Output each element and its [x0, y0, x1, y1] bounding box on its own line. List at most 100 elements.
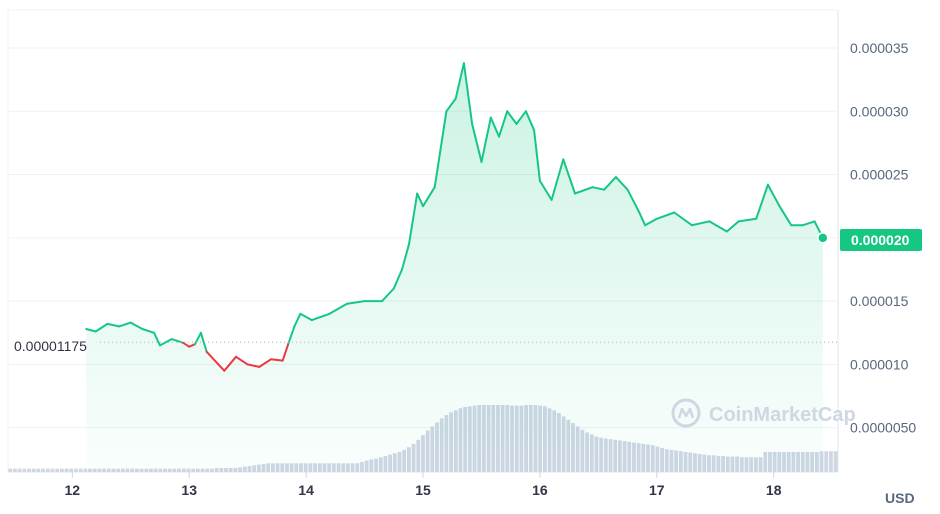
x-tick-label: 13 — [181, 482, 197, 498]
price-line-segment — [85, 328, 97, 333]
volume-bar — [74, 468, 78, 472]
reference-price-label: 0.00001175 — [14, 338, 87, 354]
price-line-segment — [416, 192, 424, 208]
price-line-segment — [153, 331, 161, 347]
price-line-segment — [199, 331, 208, 353]
price-line-segment — [515, 110, 527, 125]
x-tick-label: 18 — [766, 482, 782, 498]
price-line-segment — [310, 312, 331, 322]
price-line-segment — [188, 343, 196, 348]
volume-bar — [27, 468, 31, 472]
volume-bar — [824, 451, 829, 472]
price-line-segment — [462, 62, 474, 125]
price-line-segment — [281, 341, 290, 362]
volume-bar — [55, 468, 60, 472]
price-line-segment — [205, 350, 220, 366]
price-line-segment — [129, 321, 144, 330]
price-line-segment — [118, 321, 132, 328]
volume-bar — [50, 468, 55, 472]
price-line-segment — [801, 220, 816, 227]
volume-bar — [13, 468, 17, 472]
price-line-segment — [562, 158, 576, 195]
price-line-segment — [489, 116, 500, 138]
price-line-segment — [94, 322, 109, 333]
price-line-segment — [471, 122, 483, 163]
price-line-segment — [574, 186, 594, 195]
price-line-segment — [182, 341, 191, 348]
price-line-segment — [538, 179, 553, 201]
volume-bar — [45, 468, 50, 472]
price-line-segment — [217, 363, 226, 372]
price-line-segment — [445, 97, 457, 113]
volume-bar — [69, 468, 74, 472]
price-line-segment — [270, 358, 284, 362]
volume-bar — [829, 451, 833, 472]
price-line-segment — [159, 338, 173, 347]
y-tick-label: 0.000010 — [850, 356, 909, 372]
price-line-segment — [690, 220, 711, 227]
price-line-segment — [392, 268, 403, 290]
price-line-segment — [170, 338, 185, 344]
y-axis-ticks: 0.0000050 0.000010 0.000015 0.000020 0.00002… — [850, 40, 916, 436]
price-area-fill — [86, 63, 823, 472]
volume-bar — [833, 451, 838, 472]
price-line-segment — [626, 188, 641, 214]
price-line-segment — [223, 355, 237, 372]
price-line-segment — [346, 300, 366, 305]
y-tick-label: 0.000035 — [850, 40, 909, 56]
x-tick-label: 17 — [649, 482, 665, 498]
price-line-segment — [328, 302, 348, 315]
price-line-segment — [381, 287, 395, 303]
price-line-segment — [498, 110, 509, 138]
y-tick-label: 0.000025 — [850, 167, 909, 183]
price-line-segment — [603, 176, 617, 191]
price-line-segment — [235, 355, 249, 366]
y-tick-label: 0.0000050 — [850, 420, 916, 436]
volume-bar — [17, 468, 22, 472]
price-line-segment — [287, 325, 296, 344]
y-tick-label: 0.000030 — [850, 103, 909, 119]
price-line-segment — [755, 183, 769, 220]
watermark-text: CoinMarketCap — [709, 404, 856, 426]
volume-bar — [41, 468, 46, 472]
price-line-segment — [258, 358, 272, 368]
price-line-segment — [591, 186, 606, 191]
price-line-segment — [550, 158, 565, 201]
current-price-badge: 0.000020 — [840, 229, 922, 251]
price-line-segment — [408, 192, 419, 246]
price-line-segment — [766, 183, 781, 208]
volume-bar — [31, 468, 36, 472]
price-line-segment — [454, 62, 465, 100]
price-line-segment — [725, 220, 740, 233]
volume-bar — [22, 468, 27, 472]
price-line-segment — [644, 217, 658, 227]
y-tick-label: 0.000015 — [850, 293, 909, 309]
price-line-segment — [246, 363, 261, 368]
price-line-segment — [638, 211, 647, 227]
price-line-segment — [401, 243, 410, 271]
price-line-segment — [299, 312, 313, 322]
volume-bar — [36, 468, 41, 472]
price-line-segment — [480, 116, 492, 163]
price-line-segment — [506, 110, 518, 125]
price-line — [85, 62, 824, 372]
x-tick-label: 15 — [415, 482, 431, 498]
price-line-segment — [673, 211, 693, 227]
watermark: CoinMarketCap — [671, 398, 856, 428]
price-line-segment — [422, 186, 436, 208]
price-line-segment — [524, 110, 536, 132]
price-line-segment — [106, 322, 121, 328]
x-tick-label: 14 — [298, 482, 314, 498]
volume-bar — [8, 468, 13, 472]
price-line-segment — [614, 176, 629, 191]
price-line-segment — [194, 331, 202, 346]
coinmarketcap-logo-icon — [671, 398, 701, 428]
price-line-segment — [708, 220, 728, 233]
x-tick-label: 12 — [65, 482, 81, 498]
volume-bar — [59, 468, 64, 472]
x-axis-ticks: 12 13 14 15 16 17 18 — [65, 472, 782, 498]
price-line-segment — [433, 110, 448, 189]
volume-bar — [78, 468, 83, 472]
volume-bar — [83, 468, 88, 472]
